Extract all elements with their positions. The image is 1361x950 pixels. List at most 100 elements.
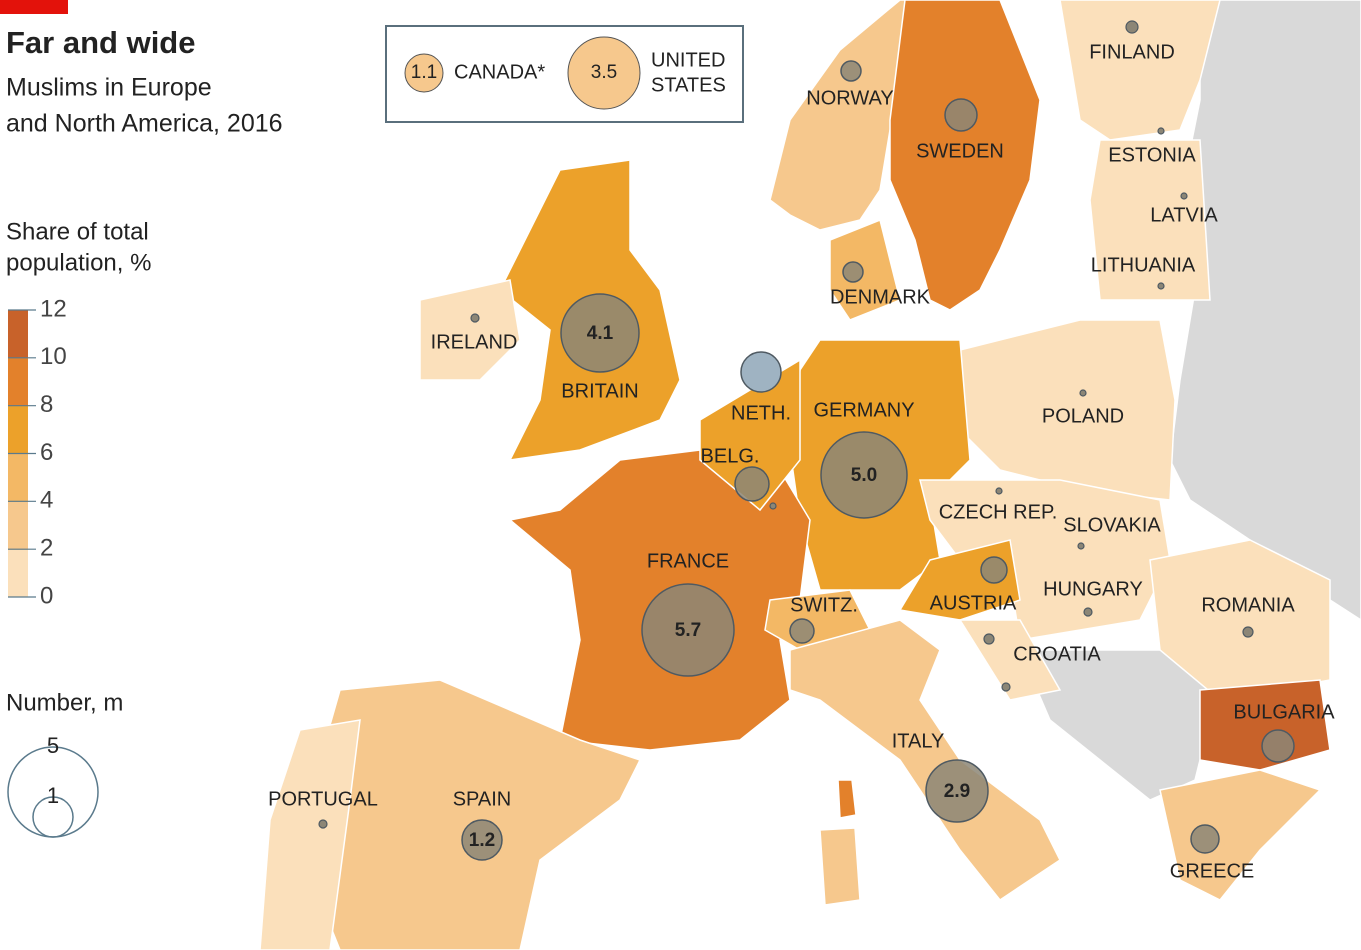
country-label: SWITZ. xyxy=(790,594,858,616)
swatch xyxy=(8,550,28,597)
greece xyxy=(1159,769,1322,901)
bubble-value: 2.9 xyxy=(944,781,970,802)
size-key xyxy=(32,796,74,838)
bubble xyxy=(842,261,864,283)
bubble xyxy=(734,466,770,502)
bubble xyxy=(560,293,640,373)
country-label: SLOVAKIA xyxy=(1063,514,1161,536)
country-label: HUNGARY xyxy=(1043,578,1143,600)
bubble xyxy=(789,618,815,644)
bubble xyxy=(1157,127,1165,135)
bubble xyxy=(318,819,328,829)
benelux xyxy=(699,358,801,512)
corsica xyxy=(837,779,857,819)
legend-ticks: 12 10 8 6 4 2 0 xyxy=(8,295,67,609)
bubble xyxy=(1079,389,1087,397)
central-europe xyxy=(919,479,1171,641)
header: Far and wide Muslims in Europe and North… xyxy=(6,25,283,137)
portugal xyxy=(259,719,361,950)
swatch xyxy=(8,502,28,550)
size-label: 1 xyxy=(47,783,59,808)
bubble-value: 4.1 xyxy=(587,323,614,344)
bubble xyxy=(740,351,782,393)
country-label: SWEDEN xyxy=(916,140,1004,162)
legend-title: Number, m xyxy=(6,689,123,716)
tick-label: 10 xyxy=(40,343,67,370)
country-label: LATVIA xyxy=(1150,204,1218,226)
tick-label: 4 xyxy=(40,487,53,514)
subtitle: Muslims in Europe xyxy=(6,74,212,102)
bubble xyxy=(820,431,908,519)
bubble xyxy=(1077,542,1085,550)
bubble xyxy=(944,98,978,132)
ireland xyxy=(419,279,521,381)
country-label: GERMANY xyxy=(813,399,914,421)
country-label: NORWAY xyxy=(806,87,893,109)
inset-label: UNITED xyxy=(651,49,725,71)
brand-mark xyxy=(0,0,68,14)
inset-box xyxy=(385,25,744,123)
italy xyxy=(789,619,1061,902)
country-label: CZECH REP. xyxy=(939,501,1058,523)
finland xyxy=(1059,0,1221,141)
tick-label: 2 xyxy=(40,535,53,562)
bubble-value: 5.7 xyxy=(675,620,701,641)
inset: 1.1 CANADA* 3.5 UNITED STATES xyxy=(385,25,744,123)
tick-label: 6 xyxy=(40,439,53,466)
poland xyxy=(959,319,1176,501)
country-label: GREECE xyxy=(1170,860,1254,882)
bulgaria xyxy=(1199,679,1331,771)
country-label: NETH. xyxy=(731,402,791,424)
baltics xyxy=(1089,139,1211,301)
bubble-value: 1.2 xyxy=(469,830,495,851)
country-label: BULGARIA xyxy=(1233,701,1335,723)
country-label: LITHUANIA xyxy=(1091,254,1196,276)
bubble-value: 1.1 xyxy=(411,62,437,83)
swatch xyxy=(8,454,28,502)
bubble xyxy=(1125,20,1139,34)
tick-label: 8 xyxy=(40,391,53,418)
bubble xyxy=(1083,607,1093,617)
country-label: FINLAND xyxy=(1089,41,1175,63)
country-label: ROMANIA xyxy=(1201,594,1295,616)
legend-title: Share of total xyxy=(6,218,149,245)
bubble xyxy=(1190,824,1220,854)
share-legend: Share of total population, % 12 10 8 6 4 2 0 N… xyxy=(6,218,151,838)
country-label: ITALY xyxy=(892,730,945,752)
bubble xyxy=(1242,626,1254,638)
tick-label: 0 xyxy=(40,582,53,609)
bubble xyxy=(641,583,735,677)
bubble xyxy=(1157,282,1165,290)
inset-label: CANADA* xyxy=(454,61,545,83)
inset-label: STATES xyxy=(651,74,726,96)
labels: NORWAY SWEDEN FINLAND ESTONIA LATVIA LIT… xyxy=(268,41,1335,882)
bubble xyxy=(925,759,989,823)
bubble xyxy=(461,819,503,861)
country-label: FRANCE xyxy=(647,550,729,572)
bubble xyxy=(470,313,480,323)
legend-title: population, % xyxy=(6,249,151,276)
country-label: CROATIA xyxy=(1013,643,1101,665)
country-label: IRELAND xyxy=(431,331,518,353)
country-label: DENMARK xyxy=(830,286,931,308)
bubble xyxy=(980,556,1008,584)
swatch xyxy=(8,406,28,454)
country-label: SPAIN xyxy=(453,788,512,810)
bubble xyxy=(769,502,777,510)
tick-label: 12 xyxy=(40,295,67,322)
romania xyxy=(1149,539,1331,701)
bubble-value: 3.5 xyxy=(591,62,617,83)
sweden xyxy=(889,0,1041,311)
denmark xyxy=(829,218,901,321)
bubble xyxy=(404,53,444,93)
bubble xyxy=(1001,682,1011,692)
bubble xyxy=(1261,729,1295,763)
size-label: 5 xyxy=(47,733,59,758)
country-label: PORTUGAL xyxy=(268,788,378,810)
bubble xyxy=(995,487,1003,495)
country-label: BELG. xyxy=(701,445,760,467)
bubble xyxy=(840,60,862,82)
swatch xyxy=(8,310,28,358)
sardinia xyxy=(819,827,861,906)
